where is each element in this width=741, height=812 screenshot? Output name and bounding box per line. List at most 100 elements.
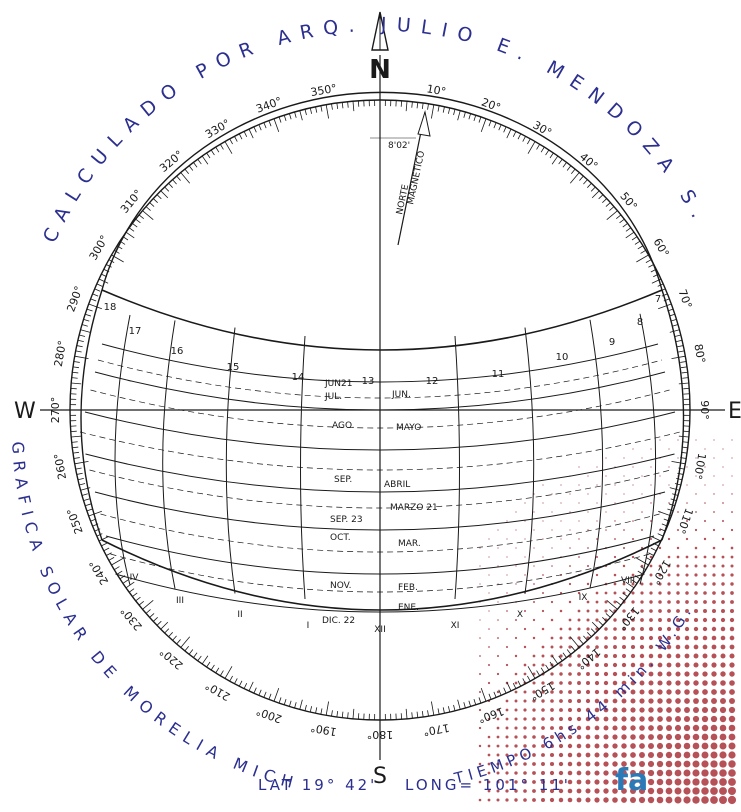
dot xyxy=(722,556,725,559)
dot xyxy=(551,511,552,512)
degree-label: 190° xyxy=(309,721,337,738)
tick xyxy=(264,692,266,698)
dot xyxy=(515,583,516,584)
dot xyxy=(639,707,644,712)
tick xyxy=(632,237,637,240)
dot xyxy=(649,591,652,594)
tick xyxy=(93,294,99,296)
dot xyxy=(730,636,735,641)
dot xyxy=(605,457,606,458)
tick xyxy=(607,211,618,220)
dot xyxy=(577,699,581,703)
dot xyxy=(702,752,709,759)
dot xyxy=(730,618,734,622)
dot xyxy=(623,511,624,512)
tick xyxy=(89,511,102,516)
logo: fa xyxy=(615,763,648,798)
dot xyxy=(613,654,617,658)
dot xyxy=(586,780,591,785)
dot xyxy=(506,727,509,730)
tick xyxy=(239,134,242,139)
dot xyxy=(523,699,526,702)
dot xyxy=(721,627,725,631)
tick xyxy=(139,601,144,605)
dot xyxy=(605,493,606,494)
dot xyxy=(684,716,690,722)
dot xyxy=(657,725,663,731)
dot xyxy=(675,797,682,804)
dot xyxy=(729,734,736,741)
tick xyxy=(310,108,311,114)
dot xyxy=(658,609,662,613)
tick xyxy=(114,567,119,570)
dot xyxy=(613,672,617,676)
dot xyxy=(587,583,589,585)
dot xyxy=(731,493,732,494)
dot xyxy=(514,717,517,720)
dot xyxy=(488,664,490,666)
dot xyxy=(569,583,571,585)
dot xyxy=(648,788,654,794)
dot xyxy=(648,797,654,803)
tick xyxy=(412,712,413,718)
dot xyxy=(721,618,725,622)
dot xyxy=(693,743,700,750)
tick xyxy=(636,558,648,565)
dot xyxy=(550,708,554,712)
dot xyxy=(712,636,717,641)
tick xyxy=(353,709,354,719)
dot xyxy=(728,769,736,777)
dot xyxy=(676,591,679,594)
dot xyxy=(711,734,718,741)
dot xyxy=(532,681,535,684)
tick xyxy=(259,690,261,696)
tick xyxy=(458,700,461,710)
dot xyxy=(603,779,608,784)
dot xyxy=(505,798,508,801)
dot xyxy=(586,735,591,740)
tick xyxy=(173,180,177,184)
dot xyxy=(639,689,644,694)
dot xyxy=(640,645,644,649)
dot xyxy=(720,707,726,713)
dot xyxy=(677,511,679,513)
roman-label: VIII xyxy=(621,576,635,586)
tick xyxy=(507,129,511,138)
dot xyxy=(694,627,698,631)
dot xyxy=(577,636,580,639)
dot xyxy=(594,779,599,784)
dot xyxy=(675,671,680,676)
dot xyxy=(695,529,697,531)
dot xyxy=(488,538,489,539)
dot xyxy=(577,708,581,712)
dot xyxy=(595,735,600,740)
tick xyxy=(295,702,297,708)
dot xyxy=(648,725,654,731)
tick xyxy=(599,621,603,625)
tick xyxy=(146,207,151,211)
dot xyxy=(712,564,715,567)
dot xyxy=(586,699,590,703)
tick xyxy=(609,207,614,211)
dot xyxy=(551,529,552,530)
dot xyxy=(577,789,582,794)
tick xyxy=(677,473,683,474)
tick xyxy=(591,629,595,633)
tick xyxy=(623,223,628,227)
degree-label: 230° xyxy=(118,604,145,633)
dot xyxy=(631,654,635,658)
tick xyxy=(101,543,106,546)
dot xyxy=(515,529,516,530)
hour-label: 9 xyxy=(609,337,615,348)
east-boundary xyxy=(662,290,684,540)
dot xyxy=(596,466,597,467)
dot xyxy=(704,448,705,449)
tick xyxy=(87,509,93,511)
dot xyxy=(675,761,682,768)
dot xyxy=(722,520,724,522)
dot xyxy=(712,600,716,604)
tick xyxy=(91,299,97,301)
dot xyxy=(524,628,526,630)
dot xyxy=(630,743,636,749)
dot xyxy=(676,573,679,576)
